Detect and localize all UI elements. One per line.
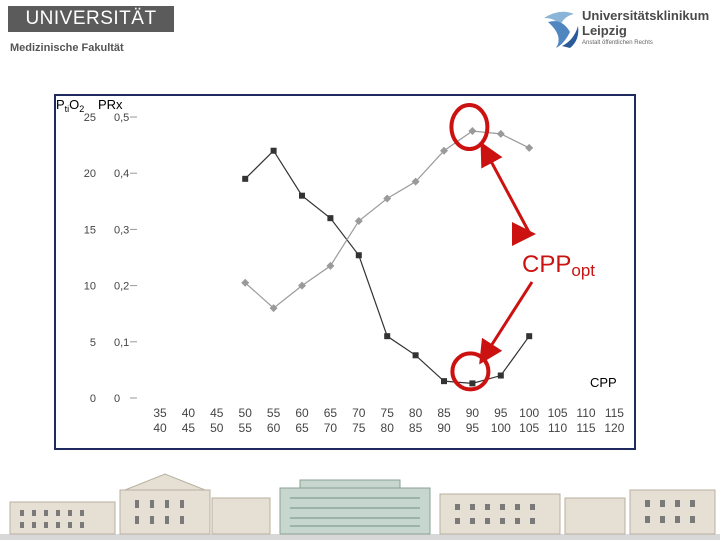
y-tick-label-prx: 0,4 xyxy=(114,168,129,180)
prx-series-point xyxy=(354,216,363,225)
ptio2-series-point xyxy=(441,378,447,385)
ptio2-series-point xyxy=(299,192,305,199)
prx-series-point xyxy=(326,261,335,270)
x-tick-label-bottom: 105 xyxy=(519,421,539,435)
x-tick-label-bottom: 85 xyxy=(409,421,423,435)
y-tick-label-ptio2: 0 xyxy=(90,393,96,405)
x-tick-label-bottom: 115 xyxy=(576,421,595,435)
prx-series-point xyxy=(411,177,420,186)
y-tick-label-prx: 0,1 xyxy=(114,337,129,349)
prx-series-point xyxy=(468,127,477,136)
y-tick-label-ptio2: 25 xyxy=(84,112,96,124)
x-tick-label-bottom: 80 xyxy=(381,421,395,435)
y-tick-label-prx: 0,3 xyxy=(114,224,129,236)
x-tick-label-top: 35 xyxy=(153,406,167,420)
prx-series-point xyxy=(383,194,392,203)
clinic-name: Universitätsklinikum xyxy=(582,8,710,23)
x-tick-label-top: 110 xyxy=(576,406,595,420)
x-tick-label-top: 105 xyxy=(548,406,568,420)
cppopt-label: CPPopt xyxy=(522,251,595,280)
ptio2-series-point xyxy=(384,333,391,340)
chart-frame xyxy=(54,94,636,450)
x-tick-label-bottom: 100 xyxy=(491,421,511,435)
x-tick-label-top: 55 xyxy=(267,406,281,420)
university-logo: UNIVERSITÄT LEIPZIG xyxy=(8,6,174,55)
x-tick-label-top: 50 xyxy=(239,406,253,420)
x-tick-label-top: 100 xyxy=(519,406,539,420)
x-tick-label-bottom: 75 xyxy=(352,421,366,435)
ptio2-series-point xyxy=(270,147,277,154)
x-tick-label-bottom: 65 xyxy=(295,421,309,435)
x-tick-label-bottom: 90 xyxy=(437,421,451,435)
x-tick-label-top: 80 xyxy=(409,406,423,420)
x-tick-label-top: 45 xyxy=(210,406,224,420)
x-tick-label-bottom: 55 xyxy=(239,421,253,435)
cppopt-circle-prx xyxy=(449,103,490,152)
ptio2-series-point xyxy=(526,333,533,340)
prx-series-point xyxy=(298,281,306,290)
x-tick-label-top: 85 xyxy=(437,406,451,420)
ptio2-series-point xyxy=(412,352,419,359)
x-tick-label-top: 70 xyxy=(352,406,366,420)
x-tick-label-bottom: 70 xyxy=(324,421,338,435)
x-tick-label-top: 60 xyxy=(295,406,309,420)
cppopt-circle-ptio2 xyxy=(450,351,491,392)
prx-series-line xyxy=(244,130,530,309)
annotation-arrow-down xyxy=(479,281,534,365)
x-tick-label-bottom: 95 xyxy=(466,421,480,435)
x-tick-label-bottom: 50 xyxy=(210,421,224,435)
prx-series-point xyxy=(241,278,250,287)
x-tick-label-top: 95 xyxy=(494,406,508,420)
ptio2-series-point xyxy=(355,252,362,259)
faculty-label: Medizinische Fakultät xyxy=(10,42,124,54)
x-tick-label-bottom: 45 xyxy=(182,421,196,435)
prx-series-point xyxy=(269,304,278,313)
x-tick-label-bottom: 60 xyxy=(267,421,281,435)
x-tick-label-top: 90 xyxy=(466,406,480,420)
y-tick-label-ptio2: 20 xyxy=(84,168,96,180)
ptio2-series-point xyxy=(469,380,476,387)
ptio2-series-point xyxy=(327,215,334,222)
x-tick-label-top: 40 xyxy=(182,406,196,420)
ptio2-series-point xyxy=(497,372,504,379)
clinic-legal: Anstalt öffentlichen Rechts xyxy=(582,40,653,46)
x-tick-label-bottom: 120 xyxy=(604,421,624,435)
hospital-buildings-illustration xyxy=(0,473,720,540)
axis-title-prx: PRx xyxy=(98,97,123,112)
clinic-emblem-icon xyxy=(544,11,579,48)
x-tick-label-top: 75 xyxy=(381,406,395,420)
ptio2-series-line xyxy=(244,149,530,384)
ptio2-series-point xyxy=(242,175,249,182)
annotation-arrow-up xyxy=(480,141,532,235)
prx-series-point xyxy=(440,146,448,155)
x-tick-label-top: 65 xyxy=(324,406,338,420)
y-tick-label-ptio2: 5 xyxy=(90,337,96,349)
y-tick-label-prx: 0,2 xyxy=(114,281,129,293)
prx-series-point xyxy=(525,143,534,152)
prx-series-point xyxy=(496,129,505,138)
x-tick-label-top: 115 xyxy=(605,406,624,420)
axis-title-ptio2: PtiO2 xyxy=(56,97,84,114)
y-tick-label-prx: 0 xyxy=(114,393,120,405)
y-tick-label-prx: 0,5 xyxy=(114,112,129,124)
clinic-logo: Universitätsklinikum Leipzig Anstalt öff… xyxy=(540,8,716,50)
x-tick-label-bottom: 110 xyxy=(548,421,567,435)
y-tick-label-ptio2: 15 xyxy=(84,224,96,236)
x-axis-title: CPP xyxy=(590,375,617,390)
x-tick-label-bottom: 40 xyxy=(153,421,167,435)
clinic-city: Leipzig xyxy=(582,23,627,38)
y-tick-label-ptio2: 10 xyxy=(84,281,96,293)
